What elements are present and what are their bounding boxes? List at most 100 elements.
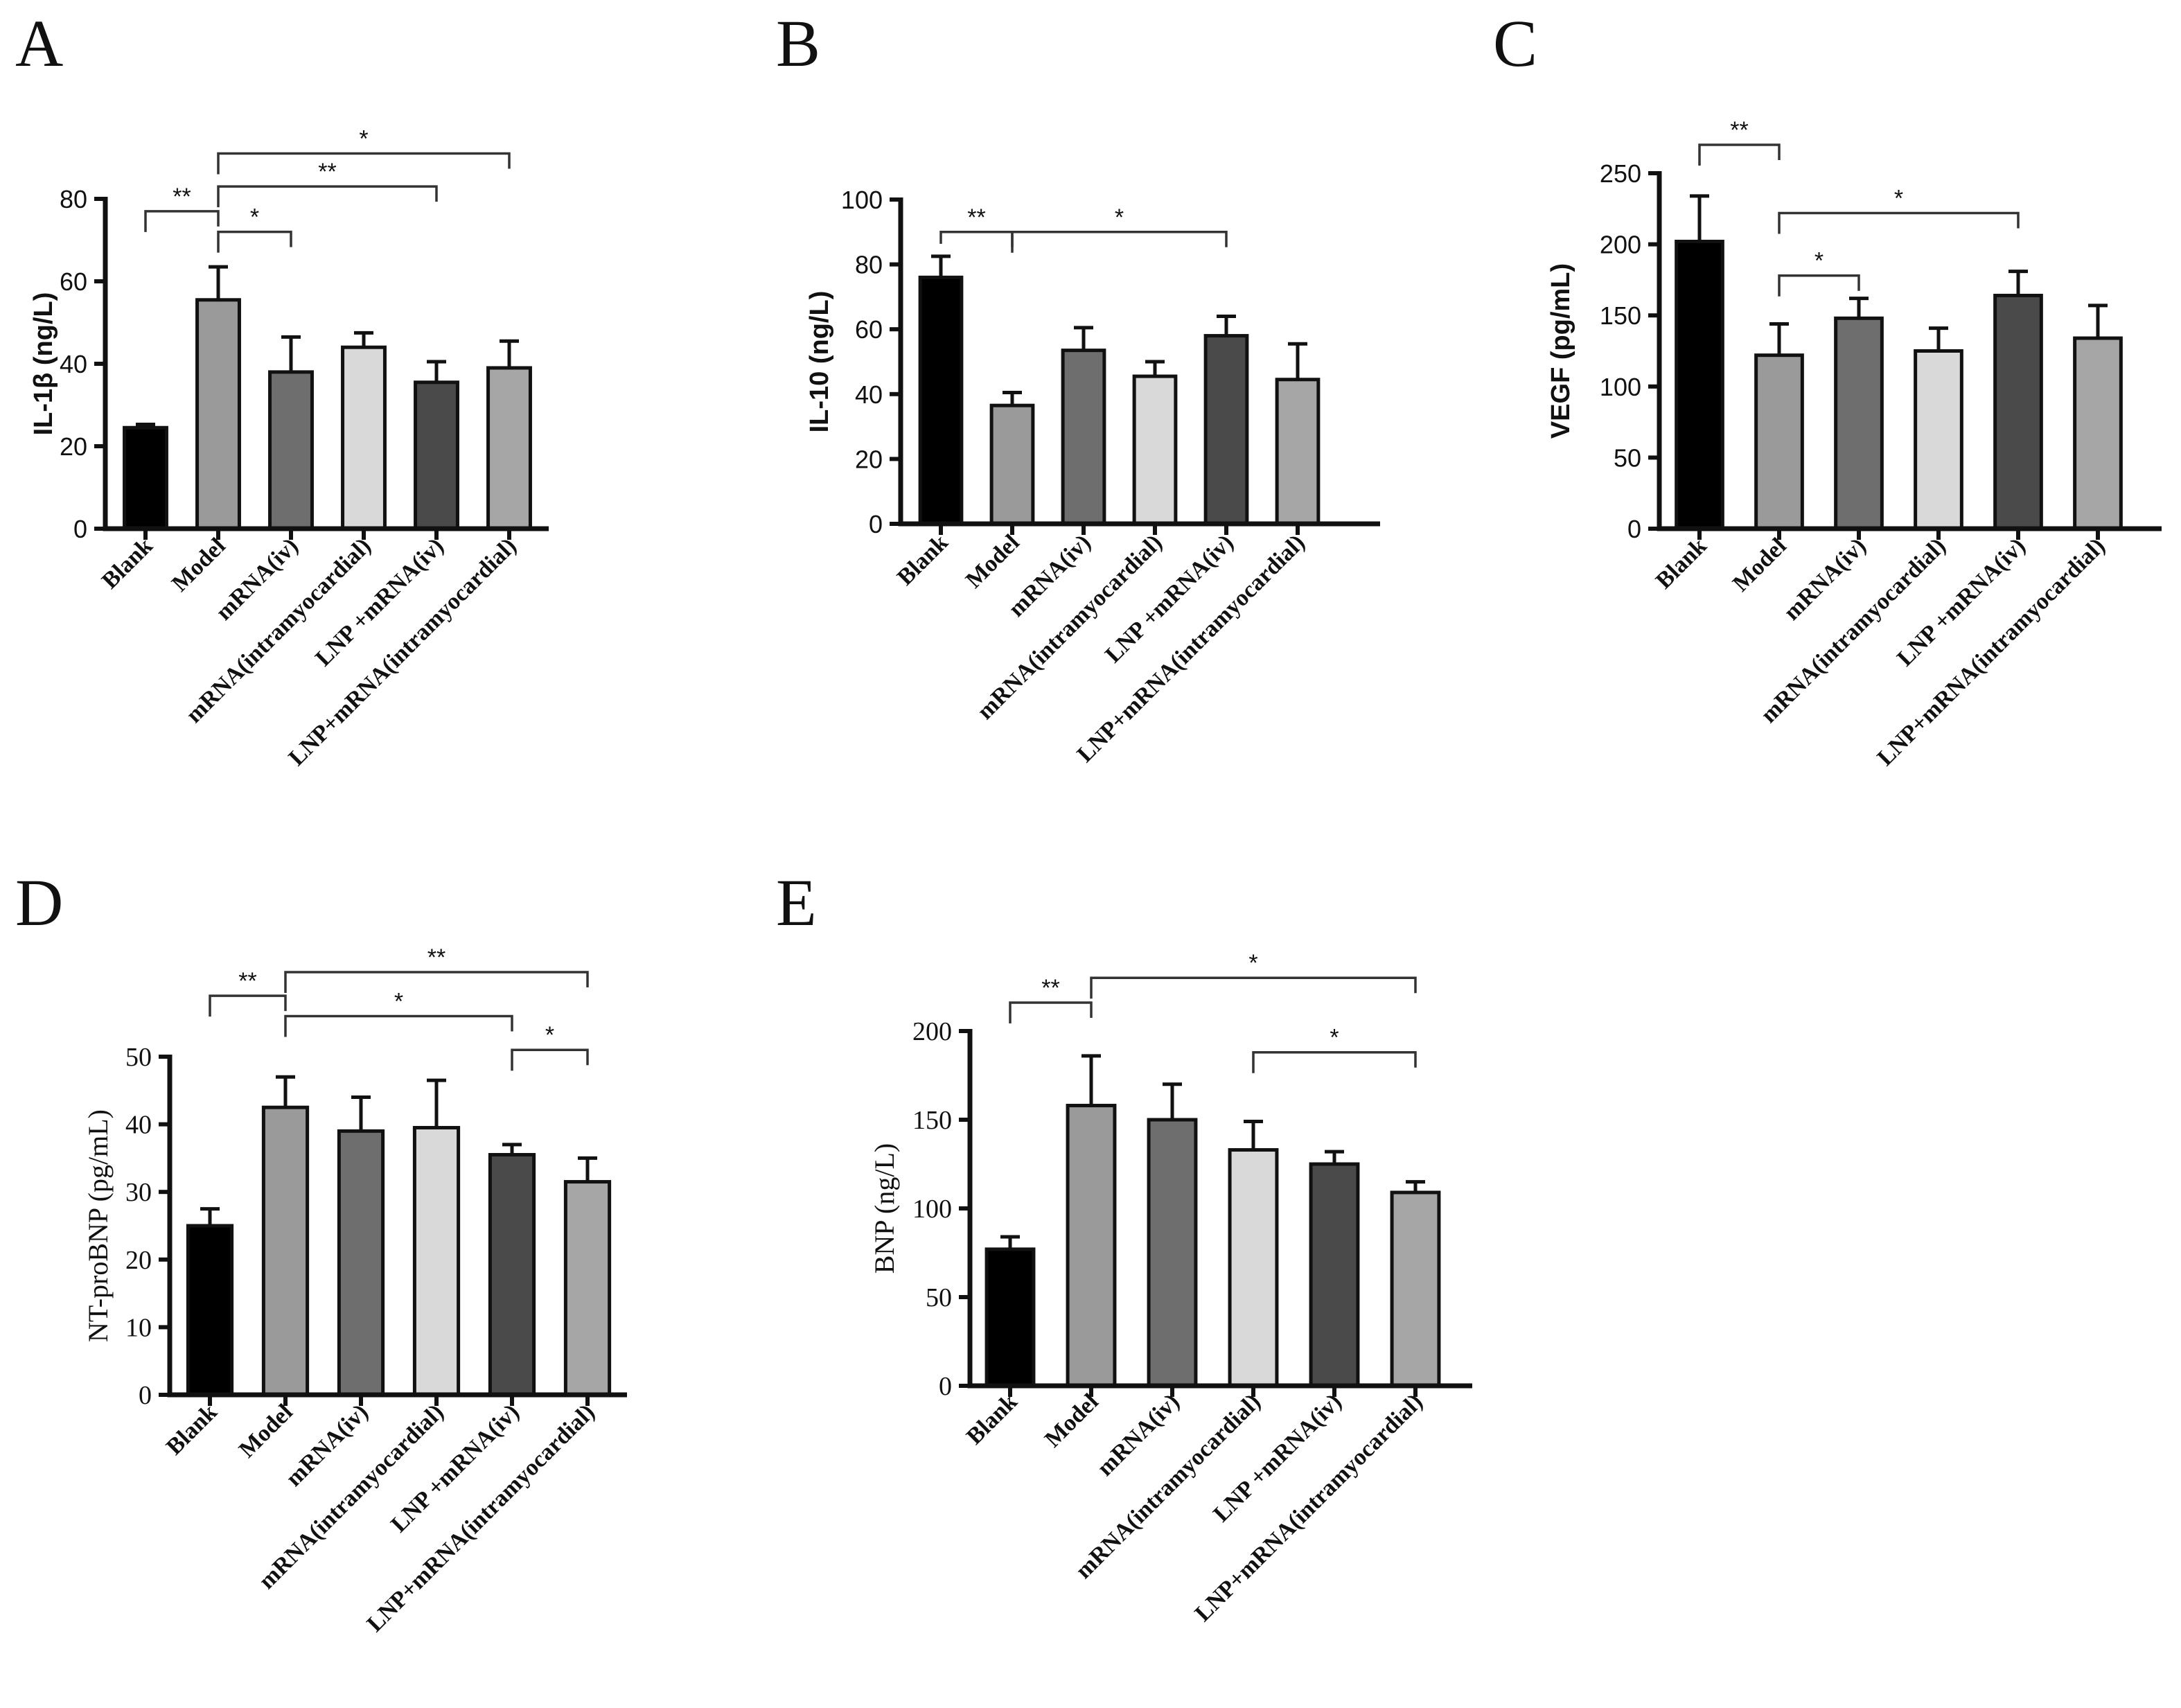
error-bar xyxy=(1849,297,1869,319)
y-tick-label: 40 xyxy=(125,1111,152,1140)
error-bar xyxy=(1163,1082,1182,1120)
bar-3 xyxy=(1061,349,1106,526)
bar-6 xyxy=(1275,378,1321,526)
y-tick-label: 150 xyxy=(912,1106,952,1135)
bar-5 xyxy=(1309,1162,1360,1388)
bar-1 xyxy=(186,1224,234,1397)
error-bar xyxy=(1003,390,1022,406)
x-category-label: Model xyxy=(1040,1389,1104,1452)
bar-6 xyxy=(563,1180,612,1397)
y-tick-label: 60 xyxy=(855,315,883,344)
bar-4 xyxy=(1228,1148,1279,1388)
error-bar xyxy=(354,331,373,348)
bar-4 xyxy=(1132,374,1178,526)
y-tick-label: 200 xyxy=(1600,231,1641,259)
error-bar xyxy=(427,360,446,382)
y-axis-label: IL-1β (ng/L) xyxy=(29,292,58,436)
bar-2 xyxy=(1754,353,1804,531)
bar-4 xyxy=(341,345,387,531)
bar-3 xyxy=(1147,1118,1198,1388)
bar-3 xyxy=(268,370,314,531)
significance-label: ** xyxy=(427,944,445,971)
bar-4 xyxy=(1914,349,1963,531)
y-axis-label: NT-proBNP (pg/mL) xyxy=(82,1109,114,1342)
error-bar xyxy=(351,1095,371,1132)
bar-6 xyxy=(2073,336,2123,531)
y-tick-label: 100 xyxy=(912,1195,952,1224)
x-category-label: Model xyxy=(167,533,231,597)
significance-bracket xyxy=(939,231,1014,247)
bar-2 xyxy=(261,1105,310,1397)
significance-label: ** xyxy=(967,204,985,231)
significance-bracket xyxy=(209,994,287,1017)
significance-label: * xyxy=(1814,248,1824,274)
significance-label: * xyxy=(250,204,259,231)
bar-1 xyxy=(1675,239,1724,531)
significance-label: * xyxy=(1330,1025,1339,1051)
bar-3 xyxy=(337,1129,385,1397)
error-bar xyxy=(427,1078,446,1128)
y-tick-label: 200 xyxy=(912,1017,952,1046)
y-tick-label: 100 xyxy=(841,186,883,214)
significance-label: ** xyxy=(318,159,336,185)
error-bar xyxy=(1288,342,1307,380)
y-tick-label: 10 xyxy=(125,1313,152,1342)
bar-1 xyxy=(123,425,168,531)
x-category-label: LNP +mRNA(iv) xyxy=(310,533,448,671)
error-bar xyxy=(1145,360,1165,377)
y-tick-label: 0 xyxy=(939,1372,952,1401)
error-bar xyxy=(502,1143,522,1155)
y-tick-label: 20 xyxy=(125,1246,152,1275)
bar-1 xyxy=(918,275,964,526)
significance-bracket xyxy=(284,1014,513,1037)
panel-letter: A xyxy=(15,6,63,80)
y-tick-label: 40 xyxy=(855,380,883,409)
error-bar xyxy=(1325,1150,1344,1164)
bar-5 xyxy=(1203,334,1249,526)
x-category-label: Model xyxy=(234,1399,298,1463)
significance-bracket xyxy=(1698,143,1781,166)
error-bar xyxy=(578,1156,597,1182)
y-tick-label: 0 xyxy=(73,515,87,543)
significance-label: * xyxy=(545,1022,554,1048)
panel-letter: C xyxy=(1493,6,1537,80)
error-bar xyxy=(1769,322,1789,355)
significance-bracket xyxy=(217,152,511,175)
panel-letter: B xyxy=(776,6,820,80)
x-category-label: Blank xyxy=(962,1389,1023,1450)
bar-1 xyxy=(984,1247,1036,1388)
error-bar xyxy=(1074,326,1093,351)
x-category-label: LNP +mRNA(iv) xyxy=(386,1399,524,1537)
error-bar xyxy=(276,1075,295,1108)
error-bar xyxy=(209,265,228,300)
significance-label: * xyxy=(1248,950,1257,976)
error-bar xyxy=(200,1207,220,1226)
bar-2 xyxy=(989,403,1035,526)
error-bar xyxy=(1081,1054,1101,1106)
panel-letter: D xyxy=(15,865,63,940)
y-tick-label: 100 xyxy=(1600,373,1641,401)
error-bar xyxy=(2008,270,2028,296)
axes xyxy=(167,1055,627,1398)
y-tick-label: 30 xyxy=(125,1178,152,1207)
y-axis-label: BNP (ng/L) xyxy=(869,1143,900,1274)
bar-5 xyxy=(1993,293,2043,531)
error-bar xyxy=(2088,303,2108,339)
bar-3 xyxy=(1834,316,1884,531)
x-category-label: Blank xyxy=(97,533,158,594)
y-tick-label: 250 xyxy=(1600,159,1641,188)
y-tick-label: 40 xyxy=(60,350,87,378)
significance-bracket xyxy=(1090,976,1417,999)
significance-bracket xyxy=(1009,1001,1093,1024)
y-tick-label: 50 xyxy=(926,1283,952,1312)
error-bar xyxy=(931,254,951,278)
y-tick-label: 150 xyxy=(1600,301,1641,330)
error-bar xyxy=(1929,326,1948,351)
error-bar xyxy=(1244,1120,1263,1150)
significance-label: ** xyxy=(238,968,256,994)
y-tick-label: 20 xyxy=(855,445,883,473)
axes xyxy=(103,197,549,531)
